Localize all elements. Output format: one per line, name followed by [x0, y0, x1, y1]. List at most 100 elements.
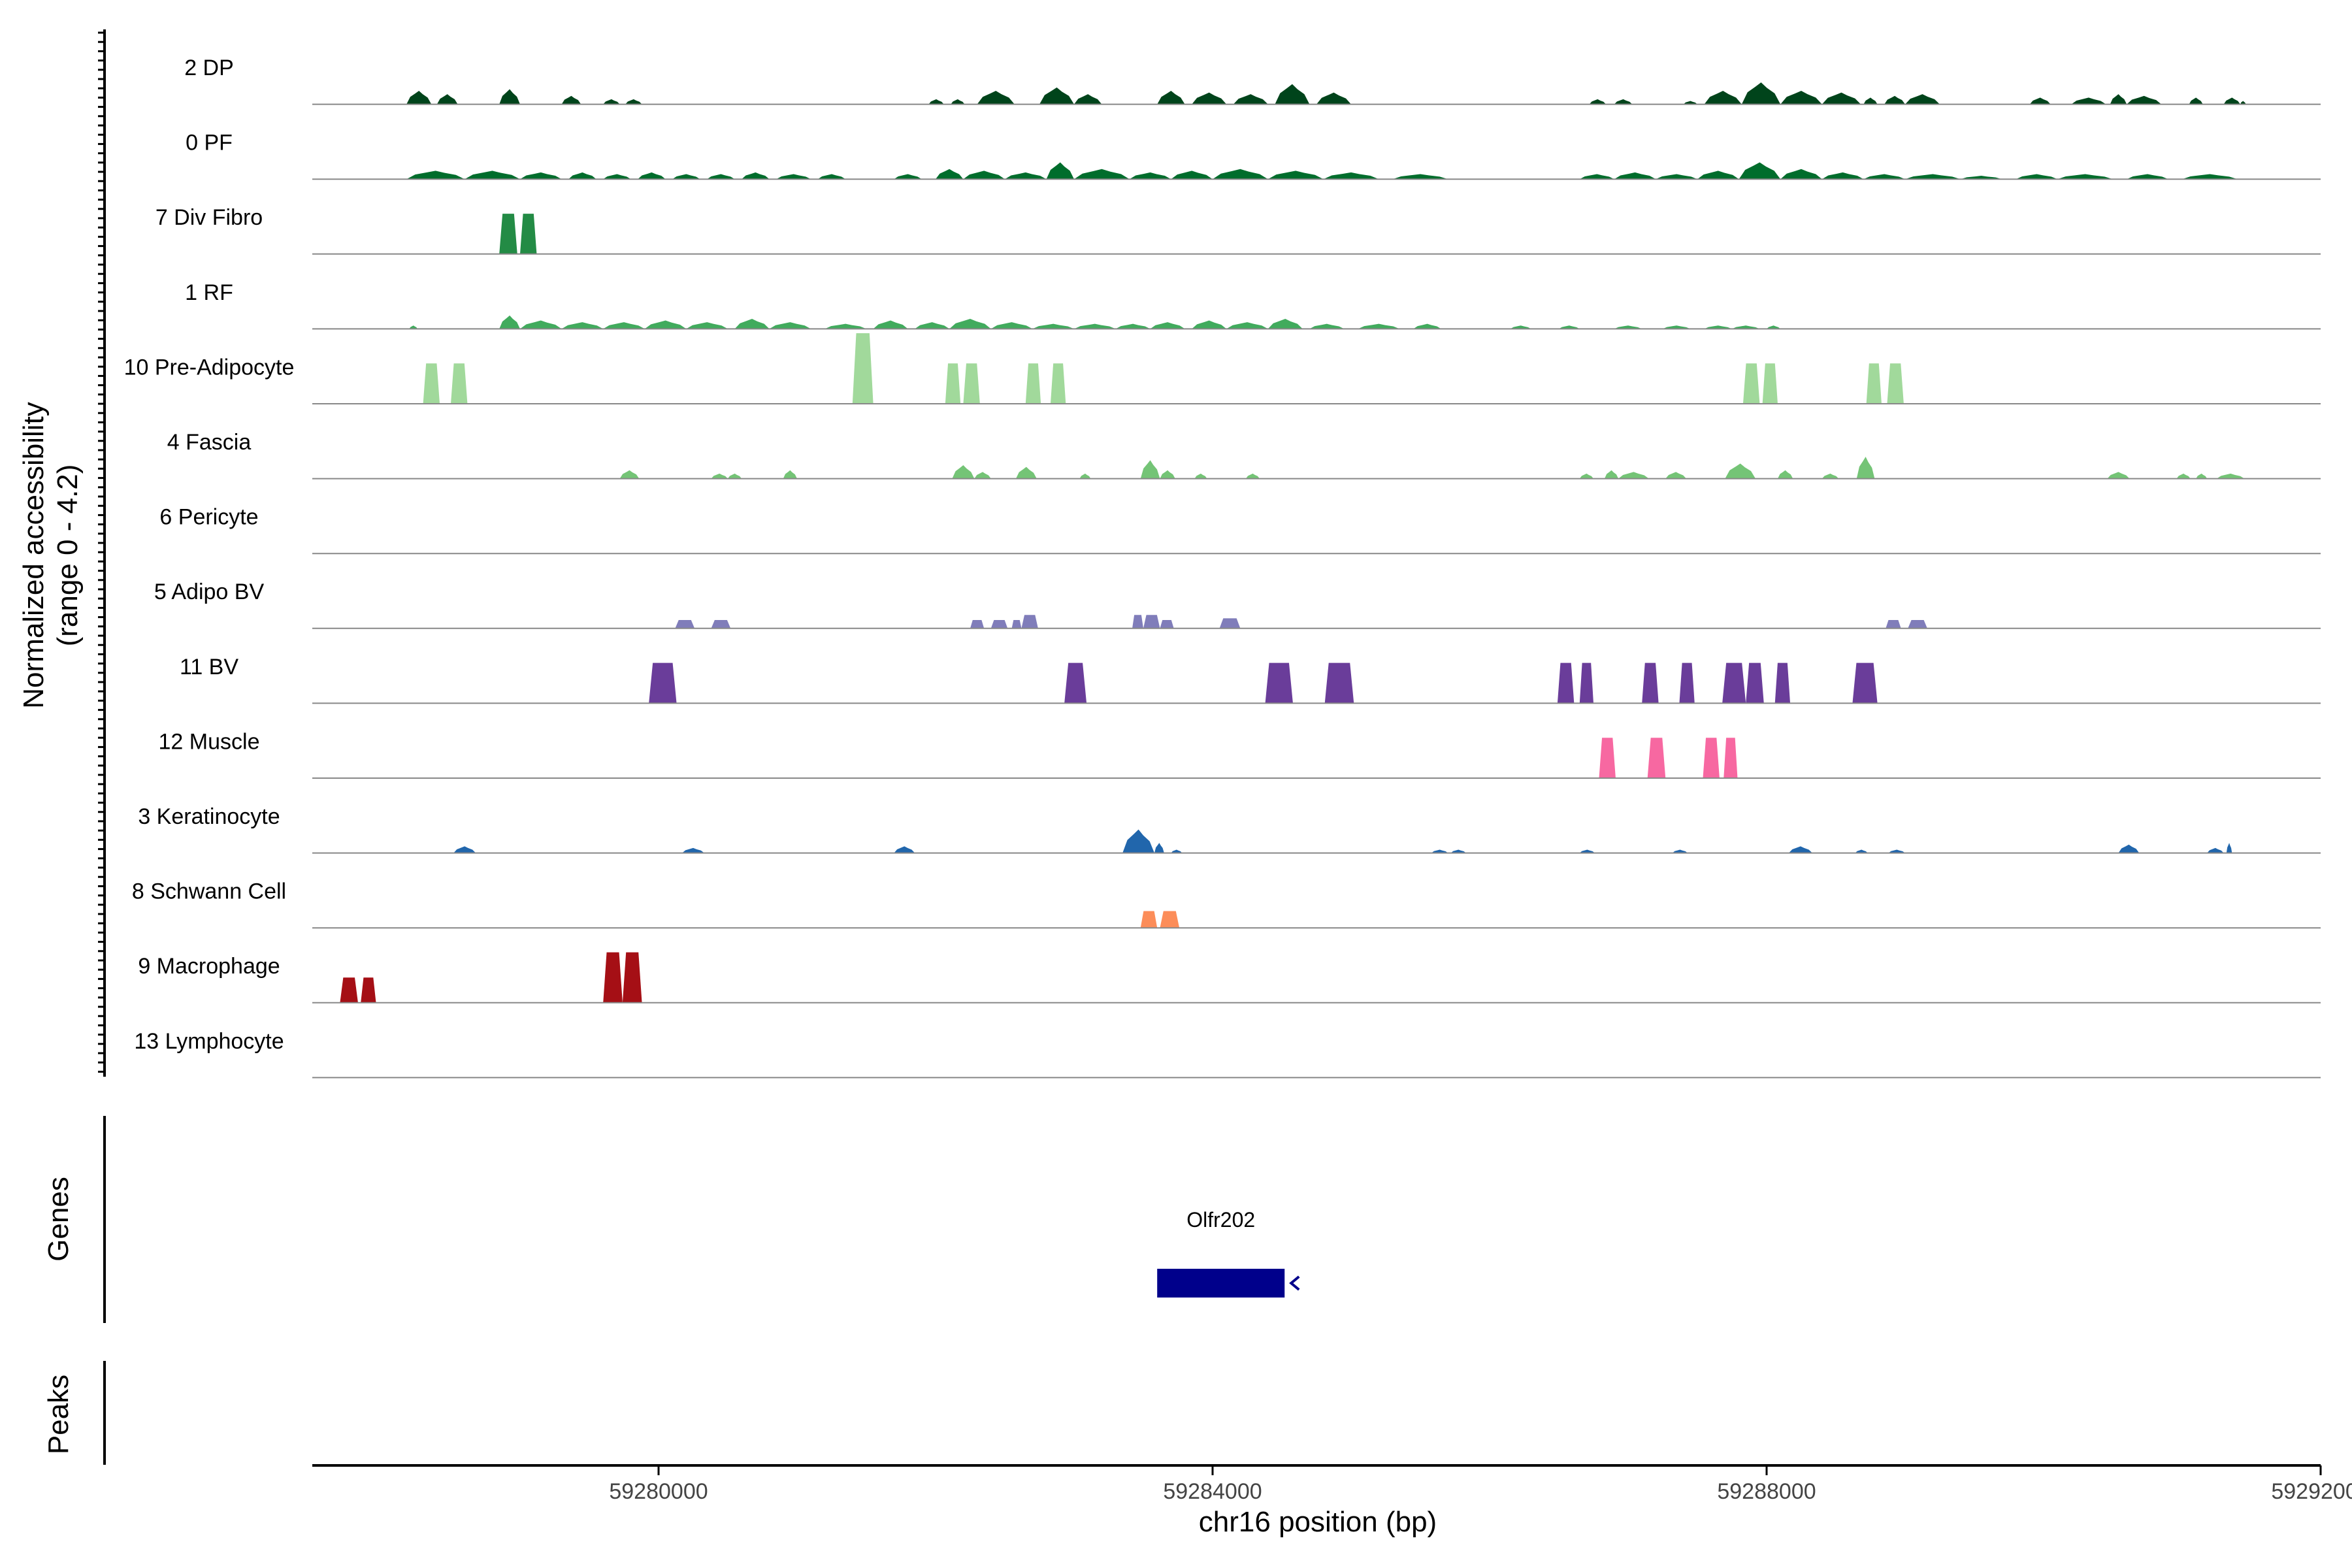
track-peak — [873, 320, 908, 329]
track-peak — [2240, 101, 2246, 105]
track-peak — [1821, 172, 1864, 180]
track-peak — [409, 325, 418, 329]
track-peak — [1746, 662, 1764, 704]
track-label: 3 Keratinocyte — [138, 804, 280, 829]
track-peak — [568, 172, 596, 180]
track-5-adipo-bv: 5 Adipo BV — [154, 580, 2321, 629]
track-peak — [977, 91, 1015, 105]
track-label: 4 Fascia — [167, 430, 252, 455]
track-13-lymphocyte: 13 Lymphocyte — [134, 1029, 2321, 1079]
track-peak — [1074, 169, 1130, 180]
track-peak — [2118, 844, 2140, 853]
track-label: 7 Div Fibro — [155, 205, 263, 230]
track-peak — [2057, 174, 2113, 180]
track-peak — [406, 91, 432, 105]
track-peak — [936, 169, 964, 180]
track-peak — [1219, 618, 1241, 629]
track-peak — [603, 99, 620, 105]
track-peak — [2226, 843, 2232, 853]
track-peak — [451, 363, 468, 404]
track-peak — [949, 318, 991, 329]
track-11-bv: 11 BV — [180, 655, 2321, 704]
track-peak — [2016, 174, 2058, 180]
track-peak — [340, 977, 358, 1003]
track-peak — [561, 95, 581, 105]
track-peak — [2196, 473, 2208, 479]
track-peak — [1392, 174, 1448, 180]
track-peak — [520, 320, 562, 329]
track-peak — [682, 847, 704, 853]
track-peak — [1160, 911, 1180, 928]
track-peak — [1011, 619, 1022, 629]
track-peak — [1762, 363, 1778, 404]
track-peak — [1050, 363, 1066, 404]
track-peak — [952, 465, 975, 479]
track-peak — [1115, 323, 1151, 329]
track-label: 5 Adipo BV — [154, 580, 265, 604]
track-peak — [1579, 473, 1593, 479]
track-peak — [2207, 847, 2224, 853]
track-peak — [1741, 82, 1781, 105]
track-peak — [1143, 615, 1160, 629]
track-2-dp: 2 DP — [184, 56, 2321, 105]
track-peak — [1852, 662, 1878, 704]
gene-annotations: Olfr202 — [1157, 1208, 1300, 1298]
track-peak — [603, 174, 631, 180]
track-peak — [1821, 92, 1861, 105]
track-label: 12 Muscle — [159, 729, 260, 754]
track-peak — [1767, 325, 1781, 329]
track-peak — [951, 99, 965, 105]
track-peak — [1267, 171, 1324, 180]
x-tick-label: 59288000 — [1717, 1479, 1816, 1504]
track-peak — [1559, 325, 1580, 329]
track-label: 9 Macrophage — [138, 954, 280, 979]
track-peak — [1656, 174, 1697, 180]
track-peak — [1140, 911, 1158, 928]
track-peak — [1032, 323, 1074, 329]
track-peak — [361, 977, 376, 1003]
track-peak — [1821, 473, 1839, 479]
track-peak — [1226, 322, 1268, 329]
track-peak — [783, 470, 797, 479]
track-peak — [970, 619, 985, 629]
track-peak — [1213, 169, 1268, 180]
track-6-pericyte: 6 Pericyte — [159, 505, 2321, 555]
track-peak — [2217, 473, 2245, 479]
track-peak — [1683, 101, 1697, 105]
track-peak — [1888, 849, 1905, 853]
x-tick-label: 59280000 — [609, 1479, 708, 1504]
track-peak — [520, 214, 537, 254]
track-peak — [825, 323, 866, 329]
track-peak — [990, 322, 1033, 329]
track-peak — [1642, 662, 1659, 704]
track-10-pre-adipocyte: 10 Pre-Adipocyte — [124, 333, 2321, 404]
track-peak — [2223, 97, 2241, 105]
track-peak — [1866, 363, 1882, 404]
track-peak — [1079, 473, 1091, 479]
track-label: 2 DP — [184, 56, 234, 80]
track-peak — [1856, 457, 1875, 479]
coverage-tracks: 2 DP 0 PF 7 Div Fibro 1 RF 10 Pre-Adipocyte 4… — [124, 56, 2321, 1079]
track-peak — [1154, 843, 1164, 853]
track-peak — [1275, 84, 1310, 105]
track-peak — [2182, 174, 2238, 180]
track-peak — [1233, 94, 1268, 105]
track-peak — [1855, 849, 1868, 853]
track-peak — [625, 99, 642, 105]
track-peak — [1722, 662, 1746, 704]
track-peak — [1074, 323, 1116, 329]
track-peak — [2176, 473, 2191, 479]
track-peak — [2071, 97, 2106, 105]
track-peak — [852, 333, 874, 404]
track-peak — [1905, 174, 1961, 180]
track-peak — [1863, 174, 1905, 180]
track-peak — [1777, 470, 1793, 479]
track-12-muscle: 12 Muscle — [159, 729, 2321, 779]
track-3-keratinocyte: 3 Keratinocyte — [138, 804, 2321, 854]
track-peak — [1579, 174, 1614, 180]
track-peak — [1704, 325, 1732, 329]
track-peak — [894, 846, 915, 853]
track-peak — [963, 363, 980, 404]
track-peak — [1863, 97, 1878, 105]
track-peak — [1245, 473, 1260, 479]
